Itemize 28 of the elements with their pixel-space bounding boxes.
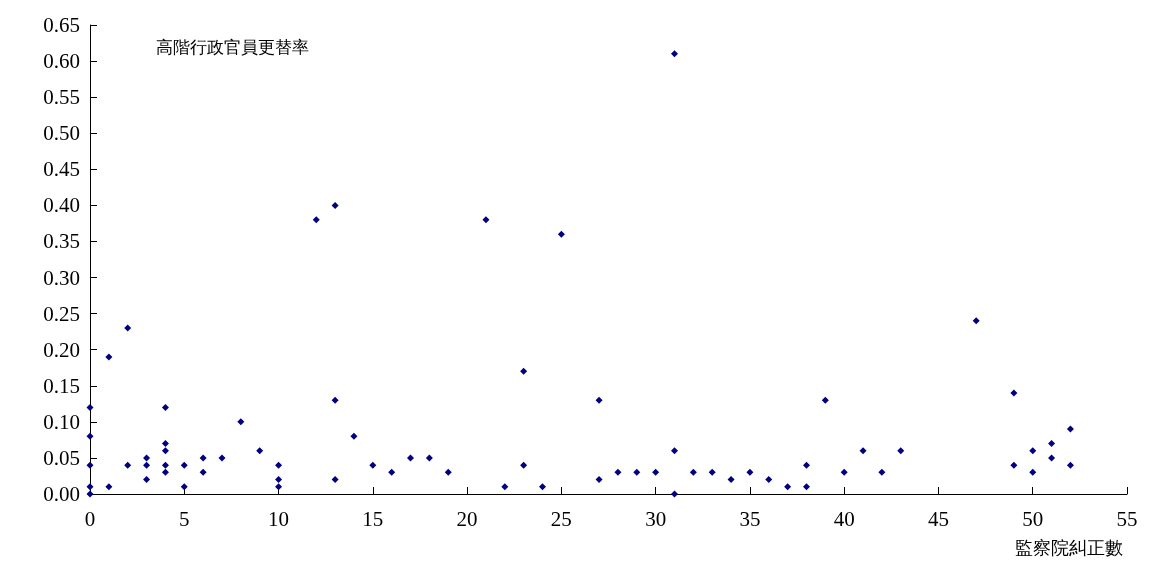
y-tick-label: 0.60 (43, 49, 80, 74)
x-tick-label: 55 (1116, 506, 1138, 531)
x-tick-label: 25 (550, 506, 572, 531)
y-tick-label: 0.35 (43, 229, 80, 254)
x-tick-label: 10 (268, 506, 290, 531)
x-tick-label: 50 (1022, 506, 1044, 531)
y-tick-label: 0.20 (43, 337, 80, 362)
x-tick-label: 35 (739, 506, 761, 531)
x-tick-label: 15 (362, 506, 384, 531)
y-tick-label: 0.10 (43, 409, 80, 434)
y-tick-label: 0.40 (43, 193, 80, 218)
y-tick-label: 0.65 (43, 13, 80, 37)
y-tick-label: 0.25 (43, 301, 80, 326)
x-tick-label: 20 (456, 506, 478, 531)
x-tick-label: 30 (645, 506, 667, 531)
x-tick-label: 0 (84, 506, 96, 531)
x-tick-label: 45 (927, 506, 949, 531)
y-tick-label: 0.30 (43, 265, 80, 290)
x-tick-label: 40 (833, 506, 855, 531)
x-axis-title: 監察院糾正數 (1015, 536, 1123, 558)
x-tick-label: 5 (179, 506, 190, 531)
y-tick-label: 0.05 (43, 445, 80, 470)
y-tick-label: 0.45 (43, 157, 80, 182)
y-tick-label: 0.50 (43, 121, 80, 146)
y-axis-title: 高階行政官員更替率 (156, 36, 309, 57)
y-tick-label: 0.55 (43, 85, 80, 110)
y-tick-label: 0.15 (43, 373, 80, 398)
y-tick-label: 0.00 (43, 482, 80, 506)
